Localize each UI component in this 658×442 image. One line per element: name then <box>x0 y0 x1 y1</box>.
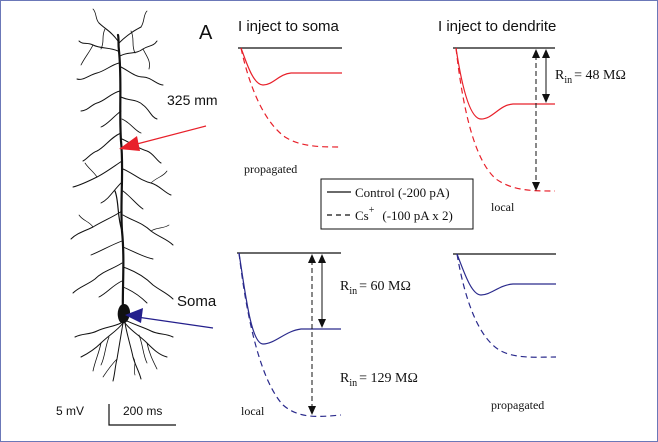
svg-text:Rin= 129 MΩ: Rin = 129 MΩ <box>340 371 418 389</box>
rin-soma-cs: Rin = 129 MΩ <box>340 371 418 389</box>
rin-soma-control: Rin = 60 MΩ <box>340 279 411 297</box>
cs-trace <box>238 252 342 418</box>
caption-soma-bottom: local <box>241 404 265 418</box>
dendrite-injection-arrow <box>119 125 207 151</box>
legend-cs: Cs+ (-100 pA x 2) <box>355 205 453 223</box>
cs-trace <box>456 253 557 358</box>
soma-injection-arrow <box>125 308 214 329</box>
control-trace <box>238 252 341 345</box>
control-trace <box>456 253 556 296</box>
legend: Control (-200 pA) Cs+ (-100 pA x 2) <box>320 178 474 230</box>
trace-dendrite-bottom <box>453 253 557 358</box>
trace-soma-top <box>238 47 343 148</box>
heading-dendrite: I inject to dendrite <box>438 18 556 35</box>
scale-bar-voltage: 5 mV <box>56 404 84 418</box>
scale-bar-time: 200 ms <box>123 404 162 418</box>
svg-text:Rin= 60 MΩ: Rin = 60 MΩ <box>340 279 411 297</box>
heading-soma: I inject to soma <box>238 18 340 35</box>
neuron-morphology <box>70 8 174 382</box>
cs-trace <box>455 47 556 192</box>
legend-control: Control (-200 pA) <box>355 185 450 200</box>
control-trace <box>240 47 342 86</box>
svg-text:Rin= 48 MΩ: Rin = 48 MΩ <box>555 68 626 86</box>
cs-trace <box>240 47 343 148</box>
distance-label: 325 mm <box>167 92 218 108</box>
caption-soma-top: propagated <box>244 162 297 176</box>
scale-bar: 5 mV 200 ms <box>56 404 176 426</box>
soma-label: Soma <box>177 293 217 310</box>
caption-dendrite-top: local <box>491 200 515 214</box>
rin-dendrite: Rin = 48 MΩ <box>555 68 626 86</box>
panel-label: A <box>199 22 213 44</box>
trace-dendrite-top <box>453 47 556 192</box>
control-trace <box>455 47 555 120</box>
caption-dendrite-bottom: propagated <box>491 398 544 412</box>
trace-soma-bottom <box>237 252 342 418</box>
